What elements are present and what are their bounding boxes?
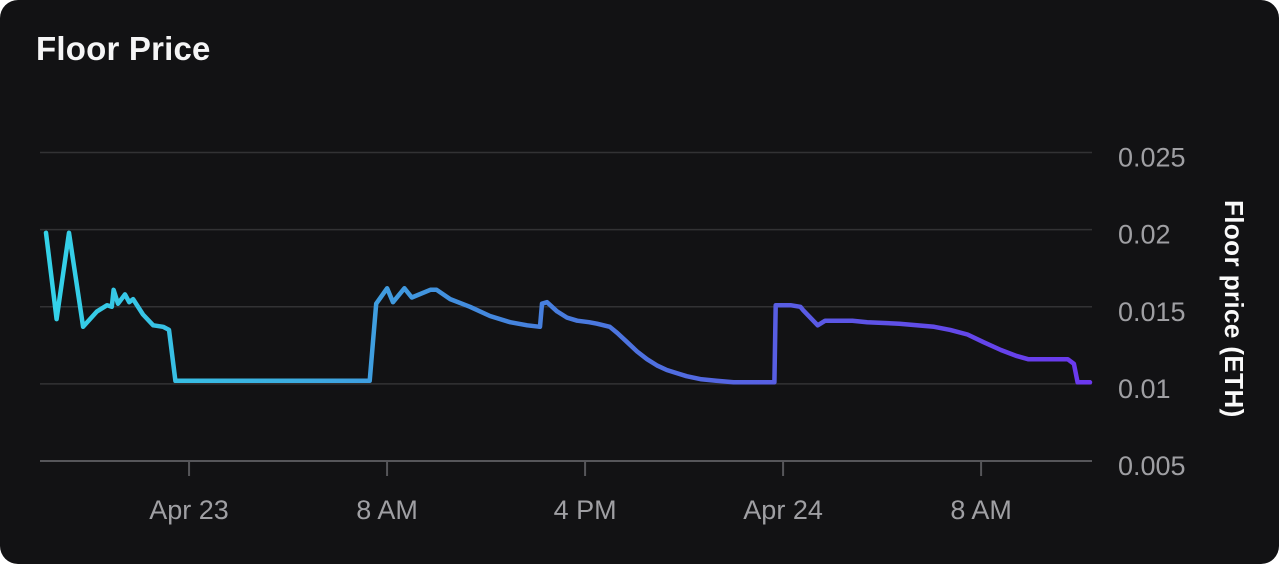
x-tick-label: 8 AM <box>950 495 1012 525</box>
y-tick-label: 0.01 <box>1118 374 1171 404</box>
floor-price-series-line <box>43 230 1093 385</box>
chart-title: Floor Price <box>36 30 211 67</box>
x-tick-label: 8 AM <box>356 495 418 525</box>
y-tick-label: 0.025 <box>1118 143 1186 173</box>
x-tick-label: Apr 24 <box>743 495 823 525</box>
chart-hover-area[interactable] <box>40 114 1092 461</box>
x-tick-label: Apr 23 <box>149 495 229 525</box>
y-axis-title: Floor price (ETH) <box>1219 200 1249 418</box>
y-tick-label: 0.02 <box>1118 220 1171 250</box>
y-tick-label: 0.015 <box>1118 297 1186 327</box>
x-tick-label: 4 PM <box>554 495 617 525</box>
y-tick-label: 0.005 <box>1118 451 1186 481</box>
